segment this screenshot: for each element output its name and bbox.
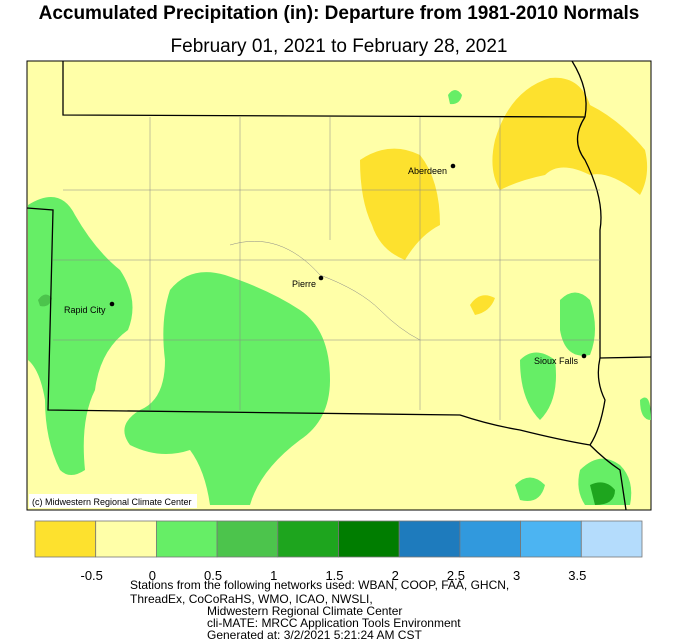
county-lines xyxy=(53,117,600,420)
legend-swatch xyxy=(277,520,339,558)
city-label: Aberdeen xyxy=(408,166,447,176)
legend-swatch xyxy=(398,520,461,558)
legend-tick-label: -0.5 xyxy=(80,568,102,583)
legend-tick-label: 3 xyxy=(513,568,520,583)
legend-tick-label: 2 xyxy=(392,568,399,583)
footer-line: Generated at: 3/2/2021 5:21:24 AM CST xyxy=(207,628,422,642)
credit-box xyxy=(29,494,197,508)
legend-tick-label: 0.5 xyxy=(204,568,222,583)
state-borders xyxy=(26,60,652,511)
city-label: Pierre xyxy=(292,279,316,289)
above-normal-areas xyxy=(28,90,651,505)
legend-swatch xyxy=(216,520,279,558)
legend-swatch xyxy=(95,520,157,558)
city-dot xyxy=(581,353,587,359)
legend-tick-label: 2.5 xyxy=(447,568,465,583)
wet-area xyxy=(590,482,615,505)
legend-tick-label: 0 xyxy=(149,568,156,583)
map: (c) Midwestern Regional Climate Center A… xyxy=(26,60,652,511)
legend-swatch xyxy=(459,520,521,558)
city-dot xyxy=(318,275,324,281)
legend-tick-label: 1 xyxy=(270,568,277,583)
legend-swatch xyxy=(520,520,582,558)
city-label: Rapid City xyxy=(64,305,106,315)
city-dot xyxy=(109,301,115,307)
legend-swatch xyxy=(34,520,97,558)
legend-tick-label: 3.5 xyxy=(568,568,586,583)
legend: -0.5 0 0.5 1 1.5 2 2.5 3 3.5 xyxy=(34,520,643,583)
title: Accumulated Precipitation (in): Departur… xyxy=(39,3,640,24)
cities: Aberdeen Pierre Rapid City Sioux Falls xyxy=(64,163,587,366)
wet-area xyxy=(38,294,52,307)
legend-swatch xyxy=(580,520,643,558)
footer-line: cli-MATE: MRCC Application Tools Environ… xyxy=(207,616,461,630)
credit: (c) Midwestern Regional Climate Center xyxy=(32,497,192,507)
city-dot xyxy=(450,163,456,169)
city-label: Sioux Falls xyxy=(534,356,579,366)
footer-line: Midwestern Regional Climate Center xyxy=(207,604,402,618)
footer-line: ThreadEx, CoCoRaHS, WMO, ICAO, NWSLI, xyxy=(130,592,373,606)
subtitle: February 01, 2021 to February 28, 2021 xyxy=(171,36,508,57)
footer: Stations from the following networks use… xyxy=(130,578,509,642)
footer-line: Stations from the following networks use… xyxy=(130,578,509,592)
legend-swatch xyxy=(338,520,400,558)
legend-swatch xyxy=(155,520,218,558)
legend-tick-label: 1.5 xyxy=(325,568,343,583)
